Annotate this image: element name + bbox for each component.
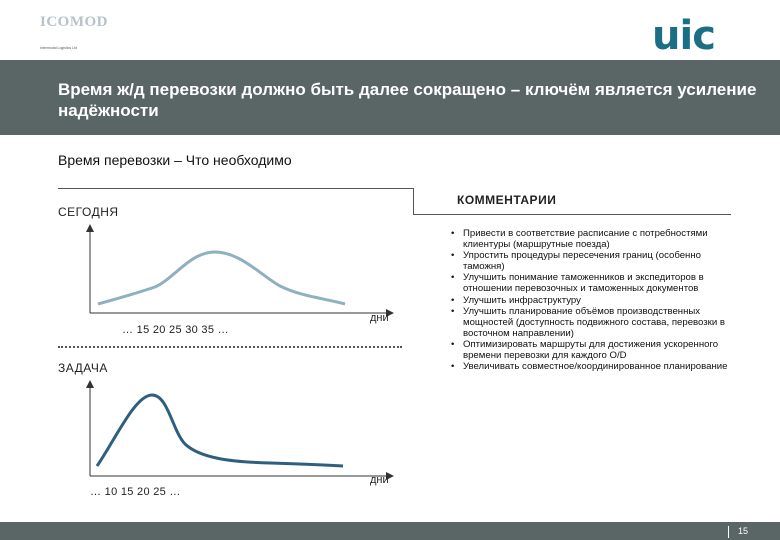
target-curve <box>95 393 344 468</box>
today-x-tick-labels: … 15 20 25 30 35 … <box>122 324 229 336</box>
bullet-icon: • <box>451 272 455 284</box>
charts-separator <box>58 346 402 348</box>
comment-text: Привести в соответствие расписание с пот… <box>463 228 708 251</box>
comment-text: Улучшить планирование объёмов производст… <box>463 305 725 339</box>
target-x-axis-unit: дни <box>370 474 389 486</box>
section-divider-right <box>413 188 414 214</box>
today-curve <box>97 250 346 306</box>
footer-bar: 15 <box>0 522 780 540</box>
title-bar: Время ж/д перевозки должно быть далее со… <box>0 60 780 135</box>
list-item: • Улучшить планирование объёмов производс… <box>448 306 728 339</box>
comments-heading: КОММЕНТАРИИ <box>457 193 557 207</box>
list-item: • Оптимизировать маршруты для достижения … <box>448 339 728 361</box>
bullet-icon: • <box>451 250 455 262</box>
today-heading: СЕГОДНЯ <box>58 205 119 219</box>
today-y-arrow <box>86 224 94 232</box>
bullet-icon: • <box>451 228 455 239</box>
section-divider-comments <box>413 214 731 215</box>
bullet-icon: • <box>451 305 455 317</box>
target-x-tick-labels: … 10 15 20 25 … <box>90 486 181 498</box>
page-number: 15 <box>738 526 749 536</box>
bullet-icon: • <box>451 294 455 306</box>
comment-text: Оптимизировать маршруты для достижения у… <box>463 338 719 362</box>
list-item: • Улучшить понимание таможенников и экспе… <box>448 272 728 294</box>
comment-text: Упростить процедуры пересечения границ (… <box>463 250 701 273</box>
icomod-logo: ICOMOD Intermodal Logistics Ltd <box>38 12 110 50</box>
slide-title: Время ж/д перевозки должно быть далее со… <box>58 80 757 120</box>
icomod-logo-text: ICOMOD <box>40 14 108 30</box>
target-y-arrow <box>86 380 94 388</box>
footer-separator <box>728 526 729 538</box>
target-x-arrow <box>386 472 394 480</box>
bullet-icon: • <box>451 338 455 350</box>
today-x-arrow <box>386 309 394 317</box>
uic-logo-text: uic <box>652 13 716 59</box>
list-item: • Улучшить инфраструктуру <box>448 295 728 306</box>
section-divider-left <box>58 188 413 189</box>
target-heading: ЗАДАЧА <box>58 361 108 375</box>
list-item: • Упростить процедуры пересечения границ … <box>448 250 728 272</box>
bullet-icon: • <box>451 361 455 373</box>
comment-text: Улучшить понимание таможенников и экспед… <box>463 272 704 295</box>
today-x-axis-unit: дни <box>370 312 389 324</box>
comments-list: • Привести в соответствие расписание с по… <box>448 228 728 372</box>
uic-logo: uic <box>652 12 744 60</box>
list-item: • Привести в соответствие расписание с по… <box>448 228 728 250</box>
list-item: • Увеличивать совместное/координированное… <box>448 361 728 372</box>
comment-text: Улучшить инфраструктуру <box>463 294 581 306</box>
icomod-logo-tagline: Intermodal Logistics Ltd <box>40 46 77 50</box>
comment-text: Увеличивать совместное/координированное … <box>463 361 728 373</box>
slide-subtitle: Время перевозки – Что необходимо <box>58 152 292 168</box>
